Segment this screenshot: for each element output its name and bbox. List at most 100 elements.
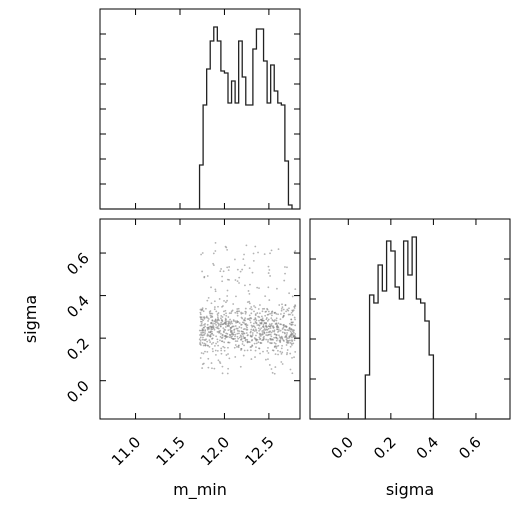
scatter-point (286, 349, 289, 351)
scatter-point (294, 335, 297, 338)
scatter-point (260, 333, 263, 336)
scatter-point (273, 341, 276, 344)
scatter-point (215, 342, 217, 345)
scatter-point (291, 314, 294, 316)
scatter-point (264, 314, 267, 317)
scatter-point (203, 275, 206, 278)
scatter-point (269, 312, 272, 315)
scatter-point (284, 332, 286, 335)
scatter-point (291, 328, 294, 331)
histogram-step-line (100, 26, 300, 210)
scatter-point (226, 289, 229, 292)
scatter-point (225, 314, 228, 317)
scatter-point (238, 322, 241, 325)
scatter-point (258, 332, 261, 335)
scatter-point (205, 315, 208, 318)
scatter-point (232, 325, 235, 328)
scatter-point (277, 344, 280, 347)
scatter-point (228, 320, 230, 323)
scatter-point (278, 336, 281, 338)
scatter-point (221, 323, 224, 326)
scatter-point (244, 317, 247, 320)
scatter-point (248, 302, 251, 305)
scatter-point (289, 339, 291, 342)
scatter-point (270, 324, 273, 327)
scatter-point (280, 347, 283, 350)
scatter-point (237, 344, 240, 347)
scatter-point (221, 280, 224, 283)
scatter-point (234, 337, 236, 340)
scatter-point (219, 329, 222, 332)
scatter-point (206, 340, 209, 343)
scatter-point (224, 323, 227, 326)
scatter-point (260, 327, 263, 330)
scatter-point (236, 321, 239, 324)
scatter-point (288, 336, 291, 339)
scatter-point (216, 316, 219, 319)
scatter-point (286, 340, 289, 343)
scatter-point (217, 327, 220, 330)
x-axis-label-m-min: m_min (173, 480, 227, 500)
scatter-point (207, 297, 210, 299)
scatter-point (228, 266, 231, 268)
scatter-point (285, 338, 288, 341)
scatter-point (230, 331, 232, 333)
scatter-point (286, 266, 288, 269)
scatter-point (285, 336, 288, 339)
scatter-point (249, 335, 252, 338)
scatter-point (277, 248, 280, 251)
scatter-point (253, 330, 256, 332)
scatter-point (249, 307, 252, 310)
scatter-point (291, 336, 293, 339)
scatter-point (246, 349, 249, 352)
scatter-point (240, 337, 243, 340)
scatter-point (275, 323, 278, 325)
scatter-point (216, 331, 219, 333)
scatter-point (202, 336, 204, 339)
scatter-point (214, 345, 216, 347)
scatter-point (283, 312, 285, 315)
scatter-point (199, 324, 202, 327)
scatter-point (224, 326, 227, 328)
scatter-point (254, 349, 257, 352)
scatter-point (256, 286, 259, 289)
scatter-point (258, 336, 261, 339)
scatter-point (220, 323, 223, 326)
scatter-point (250, 339, 253, 342)
scatter-point (227, 353, 229, 355)
scatter-point (203, 316, 205, 319)
scatter-point (226, 248, 229, 251)
scatter-point (207, 357, 210, 360)
scatter-point (265, 338, 268, 341)
scatter-point (261, 310, 264, 313)
scatter-point (221, 340, 224, 343)
scatter-point (270, 317, 273, 320)
scatter-point (275, 319, 278, 322)
scatter-point (272, 349, 275, 352)
scatter-point (250, 308, 253, 311)
scatter-point (202, 352, 205, 355)
scatter-point (206, 328, 209, 331)
scatter-point (222, 327, 225, 330)
scatter-point (279, 337, 282, 340)
scatter-point (229, 323, 232, 325)
scatter-point (212, 341, 215, 344)
scatter-point (234, 356, 237, 358)
scatter-point (289, 352, 292, 355)
scatter-point (283, 325, 286, 328)
scatter-point (236, 280, 239, 283)
scatter-point (245, 244, 248, 247)
scatter-point (292, 336, 295, 338)
scatter-point (211, 367, 213, 370)
scatter-point (242, 354, 245, 357)
scatter-point (256, 331, 259, 334)
scatter-point (237, 337, 240, 340)
scatter-point (285, 344, 288, 346)
scatter-point (266, 328, 269, 331)
scatter-point (229, 318, 231, 321)
scatter-point (223, 349, 226, 352)
scatter-point (246, 326, 248, 329)
scatter-point (282, 326, 285, 329)
scatter-point (208, 339, 211, 342)
scatter-point (291, 339, 293, 342)
